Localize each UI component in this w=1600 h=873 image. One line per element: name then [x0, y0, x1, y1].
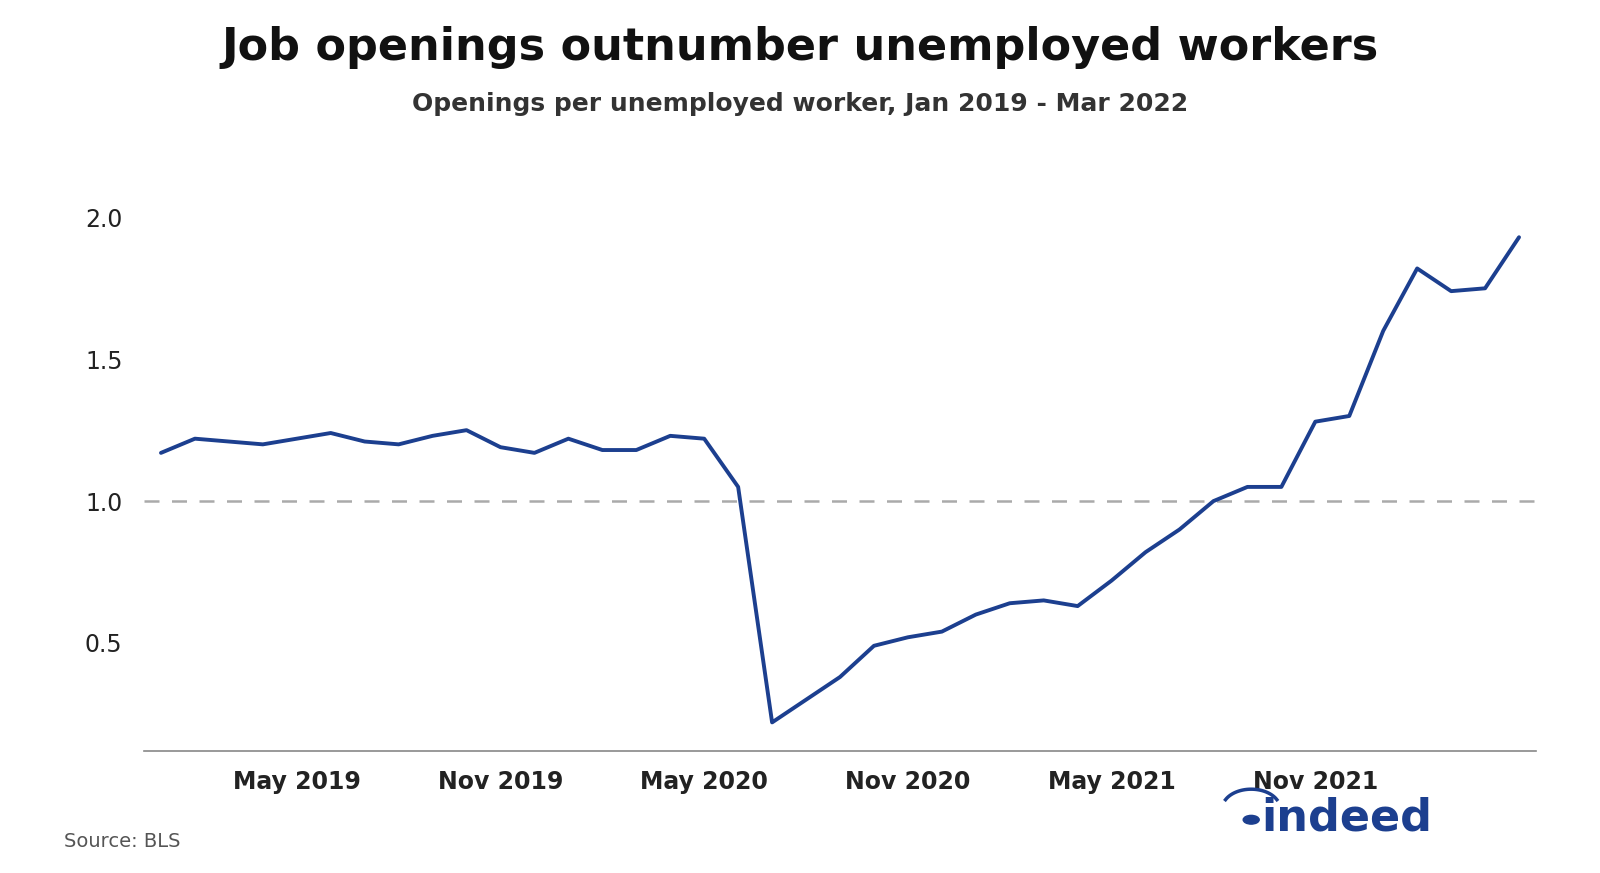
- Text: Job openings outnumber unemployed workers: Job openings outnumber unemployed worker…: [221, 26, 1379, 69]
- Text: Openings per unemployed worker, Jan 2019 - Mar 2022: Openings per unemployed worker, Jan 2019…: [411, 92, 1189, 115]
- Circle shape: [1243, 815, 1259, 824]
- Text: indeed: indeed: [1261, 797, 1432, 840]
- Text: Source: BLS: Source: BLS: [64, 832, 181, 851]
